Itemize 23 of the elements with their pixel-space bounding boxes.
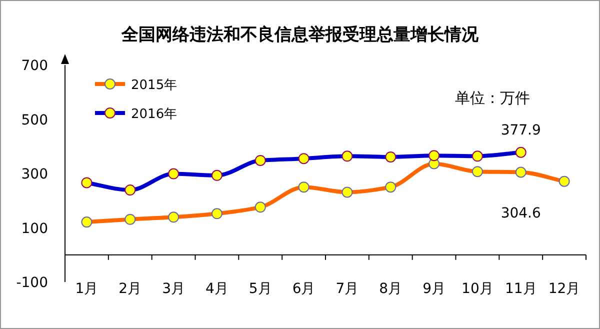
x-tick-label: 12月 xyxy=(548,281,580,297)
annotation: 304.6 xyxy=(500,205,541,222)
x-tick-label: 9月 xyxy=(422,281,446,297)
x-tick-label: 6月 xyxy=(292,281,316,297)
x-tick-label: 10月 xyxy=(462,281,494,297)
x-tick-label: 8月 xyxy=(379,281,402,297)
y-tick-label: 100 xyxy=(21,220,48,237)
x-tick-label: 7月 xyxy=(336,281,359,297)
y-tick-label: 300 xyxy=(21,166,48,182)
y-tick-label: 700 xyxy=(21,58,48,74)
legend-label: 2015年 xyxy=(131,78,178,93)
annotation: 377.9 xyxy=(500,122,541,138)
x-tick-label: 3月 xyxy=(162,281,186,297)
chart-title: 全国网络违法和不良信息举报受理总量增长情况 xyxy=(120,25,480,45)
y-tick-label: -100 xyxy=(16,275,48,291)
x-tick-label: 11月 xyxy=(504,281,537,297)
annotation: 单位：万件 xyxy=(455,89,530,107)
x-tick-label: 5月 xyxy=(248,281,272,297)
y-tick-label: 500 xyxy=(21,112,48,128)
x-tick-label: 1月 xyxy=(75,281,98,297)
legend-label: 2016年 xyxy=(131,107,178,122)
x-tick-label: 4月 xyxy=(205,281,228,297)
x-tick-label: 2月 xyxy=(118,281,142,297)
